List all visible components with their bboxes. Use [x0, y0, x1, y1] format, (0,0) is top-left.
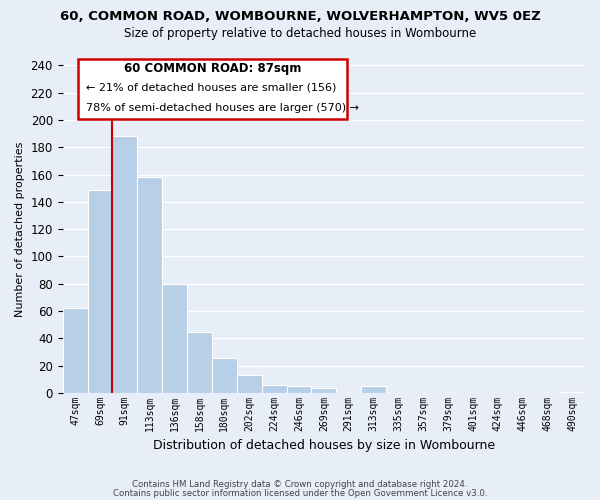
Bar	[287, 386, 311, 393]
Text: ← 21% of detached houses are smaller (156): ← 21% of detached houses are smaller (15…	[86, 83, 337, 93]
Bar	[560, 392, 585, 393]
Bar	[212, 358, 237, 393]
Bar	[237, 376, 262, 393]
Bar	[137, 177, 162, 393]
Bar	[162, 284, 187, 393]
Bar	[187, 332, 212, 393]
FancyBboxPatch shape	[79, 58, 347, 120]
Bar	[62, 308, 88, 393]
X-axis label: Distribution of detached houses by size in Wombourne: Distribution of detached houses by size …	[153, 440, 495, 452]
Text: 60 COMMON ROAD: 87sqm: 60 COMMON ROAD: 87sqm	[124, 62, 302, 75]
Bar	[88, 190, 112, 393]
Text: Contains HM Land Registry data © Crown copyright and database right 2024.: Contains HM Land Registry data © Crown c…	[132, 480, 468, 489]
Bar	[262, 385, 287, 393]
Text: 60, COMMON ROAD, WOMBOURNE, WOLVERHAMPTON, WV5 0EZ: 60, COMMON ROAD, WOMBOURNE, WOLVERHAMPTO…	[59, 10, 541, 23]
Bar	[361, 386, 386, 393]
Bar	[112, 136, 137, 393]
Text: Contains public sector information licensed under the Open Government Licence v3: Contains public sector information licen…	[113, 490, 487, 498]
Text: Size of property relative to detached houses in Wombourne: Size of property relative to detached ho…	[124, 28, 476, 40]
Text: 78% of semi-detached houses are larger (570) →: 78% of semi-detached houses are larger (…	[86, 104, 359, 114]
Y-axis label: Number of detached properties: Number of detached properties	[15, 142, 25, 317]
Bar	[311, 388, 336, 393]
